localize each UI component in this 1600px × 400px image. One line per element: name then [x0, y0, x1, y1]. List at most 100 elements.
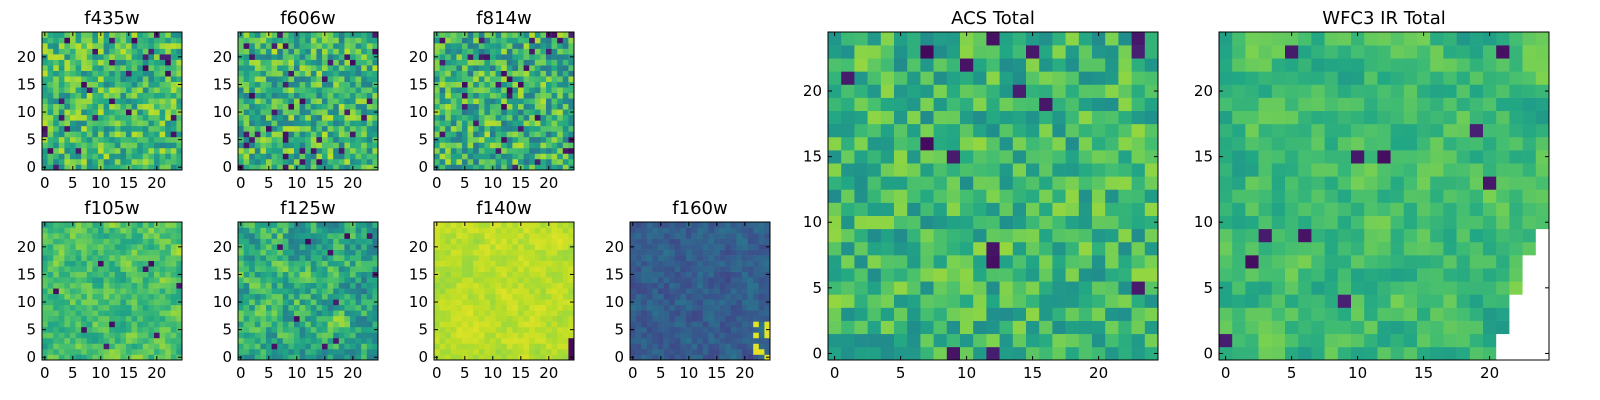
heatmap-cell: [243, 158, 250, 165]
heatmap-cell: [254, 282, 261, 289]
heatmap-cell: [282, 288, 289, 295]
heatmap-cell: [92, 227, 99, 234]
heatmap-cell: [277, 277, 284, 284]
heatmap-cell: [960, 176, 974, 190]
heatmap-cell: [350, 310, 356, 317]
heatmap-cell: [518, 70, 524, 77]
heatmap-cell: [344, 114, 351, 121]
heatmap-cell: [658, 271, 664, 278]
heatmap-cell: [254, 65, 261, 71]
heatmap-cell: [238, 304, 244, 311]
heatmap-cell: [546, 293, 552, 300]
heatmap-cell: [473, 125, 480, 132]
heatmap-cell: [669, 326, 676, 333]
heatmap-cell: [58, 255, 65, 261]
heatmap-cell: [277, 282, 284, 289]
heatmap-cell: [540, 131, 547, 138]
heatmap-cell: [562, 158, 569, 165]
heatmap-cell: [254, 310, 261, 317]
heatmap-cell: [58, 238, 65, 245]
heatmap-cell: [316, 238, 323, 245]
heatmap-cell: [495, 304, 502, 311]
heatmap-cell: [98, 260, 104, 267]
heatmap-cell: [658, 293, 664, 300]
heatmap-cell: [663, 271, 670, 278]
heatmap-cell: [148, 32, 155, 38]
heatmap-cell: [47, 238, 54, 245]
heatmap-cell: [249, 54, 256, 60]
heatmap-cell: [702, 244, 709, 250]
heatmap-cell: [557, 271, 564, 278]
heatmap-cell: [445, 354, 452, 361]
heatmap-cell: [294, 76, 300, 82]
heatmap-cell: [462, 271, 468, 278]
heatmap-cell: [562, 54, 569, 60]
heatmap-cell: [47, 142, 54, 149]
heatmap-cell: [529, 76, 536, 82]
x-tick-label: 15: [119, 174, 138, 192]
heatmap-cell: [434, 70, 440, 77]
heatmap-cell: [467, 271, 474, 278]
heatmap-cell: [75, 164, 82, 171]
heatmap-cell: [266, 37, 272, 44]
heatmap-cell: [366, 304, 373, 311]
heatmap-cell: [669, 227, 676, 234]
heatmap-cell: [165, 81, 172, 88]
heatmap-cell: [439, 348, 446, 355]
heatmap-cell: [529, 260, 536, 267]
heatmap-cell: [714, 321, 720, 328]
heatmap-cell: [92, 348, 99, 355]
heatmap-cell: [344, 233, 351, 239]
heatmap-cell: [350, 348, 356, 355]
heatmap-cell: [64, 92, 71, 99]
heatmap-cell: [1078, 255, 1093, 269]
heatmap-cell: [562, 343, 569, 350]
heatmap-cell: [445, 222, 452, 228]
heatmap-cell: [350, 65, 356, 71]
heatmap-cell: [266, 299, 272, 306]
heatmap-cell: [920, 333, 934, 348]
heatmap-cell: [702, 271, 709, 278]
heatmap-cell: [518, 304, 524, 311]
heatmap-cell: [1092, 176, 1106, 190]
heatmap-cell: [518, 255, 524, 261]
heatmap-cell: [933, 294, 948, 308]
heatmap-cell: [445, 343, 452, 350]
heatmap-cell: [439, 142, 446, 149]
heatmap-cell: [238, 103, 244, 110]
heatmap-cell: [1131, 163, 1146, 177]
heatmap-cell: [75, 158, 82, 165]
heatmap-cell: [238, 43, 244, 49]
heatmap-cell: [120, 354, 127, 361]
heatmap-cell: [546, 76, 552, 82]
heatmap-cell: [310, 125, 317, 132]
heatmap-cell: [271, 142, 278, 149]
heatmap-cell: [506, 103, 513, 110]
heatmap-cell: [1026, 202, 1040, 216]
heatmap-cell: [120, 271, 127, 278]
heatmap-cell: [680, 288, 687, 295]
heatmap-cell: [148, 315, 155, 322]
heatmap-cells: [238, 222, 379, 361]
heatmap-cell: [933, 307, 948, 321]
heatmap-cell: [501, 142, 508, 149]
heatmap-cell: [730, 244, 737, 250]
heatmap-cell: [109, 293, 116, 300]
heatmap-cell: [58, 348, 65, 355]
heatmap-cell: [730, 260, 737, 267]
heatmap-cell: [53, 260, 60, 267]
heatmap-cell: [277, 293, 284, 300]
x-tick-label: 10: [679, 364, 698, 382]
heatmap-cell: [546, 227, 552, 234]
heatmap-cell: [641, 310, 648, 317]
heatmap-cell: [551, 153, 558, 160]
heatmap-cell: [344, 332, 351, 339]
heatmap-cell: [686, 282, 692, 289]
heatmap-cell: [126, 98, 132, 105]
heatmap-cell: [742, 315, 748, 322]
heatmap-cell: [305, 92, 312, 99]
heatmap-cell: [714, 260, 720, 267]
heatmap-cell: [894, 215, 908, 230]
heatmap-cell: [747, 282, 754, 289]
heatmap-cell: [719, 233, 726, 239]
